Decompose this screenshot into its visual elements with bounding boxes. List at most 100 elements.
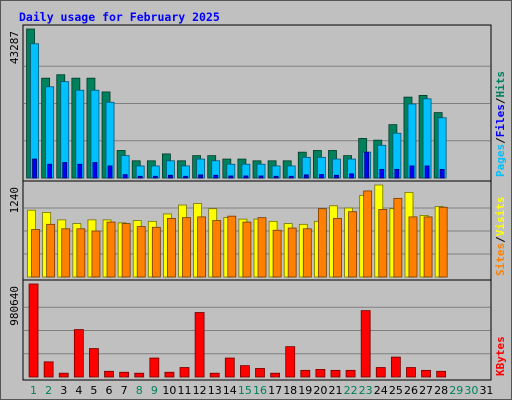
bar-sites-day-1 [31,229,40,278]
x-tick-label: 28 [434,384,448,397]
bar-pages-day-16 [258,175,264,179]
bar-pages-day-13 [213,174,219,179]
bar-kbytes-day-6 [104,370,114,378]
legend-entry: / [494,137,507,144]
bar-pages-day-6 [107,165,113,179]
bar-sites-day-10 [167,217,176,278]
bar-pages-day-1 [32,158,37,179]
x-tick-label: 2 [45,384,52,397]
bar-sites-day-23 [363,190,373,278]
legend-entry: Files [494,104,507,137]
bar-kbytes-day-22 [345,369,356,378]
x-tick-label: 6 [106,384,113,397]
bar-kbytes-day-13 [209,372,220,378]
bar-kbytes-day-10 [164,371,175,378]
x-tick-label: 15 [238,384,252,397]
bar-sites-day-19 [302,228,312,278]
x-tick-label: 12 [193,384,207,397]
bar-sites-day-16 [257,217,267,278]
legend-entry: Sites [494,243,507,276]
bar-kbytes-day-24 [375,367,386,378]
legend-entry: Hits [494,71,507,98]
y-max-label: 1240 [8,187,21,214]
bar-sites-day-5 [91,230,101,278]
bar-kbytes-day-19 [300,369,311,378]
x-tick-label: 24 [374,384,388,397]
legend-entry: / [494,236,507,243]
bar-sites-day-7 [121,223,131,278]
bar-sites-day-4 [76,228,86,278]
bar-kbytes-day-20 [315,369,326,378]
x-tick-label: 16 [253,384,267,397]
bar-files-day-28 [437,117,447,179]
bar-sites-day-17 [272,229,282,278]
bar-pages-day-17 [273,175,279,179]
bar-pages-day-11 [183,175,188,179]
x-tick-label: 18 [283,384,297,397]
panel-visits: 1240 Sites/Visits [8,180,507,281]
bar-pages-day-9 [152,175,158,179]
bar-pages-day-15 [243,175,249,179]
x-tick-label: 23 [359,384,373,397]
bar-sites-day-15 [242,221,252,278]
bar-pages-day-10 [168,174,173,179]
bar-sites-day-8 [136,226,146,278]
bar-kbytes-day-1 [28,283,39,378]
bar-sites-day-3 [61,228,71,278]
bar-pages-day-14 [228,175,234,179]
bar-kbytes-day-28 [436,370,447,378]
x-tick-label: 20 [313,384,327,397]
x-tick-label: 21 [328,384,342,397]
bar-kbytes-day-2 [43,361,54,378]
bar-sites-day-9 [151,226,161,278]
panel-kbytes: 980640 KBytes [8,279,507,381]
x-tick-label: 27 [419,384,433,397]
x-tick-label: 4 [75,384,82,397]
bar-pages-day-28 [439,168,445,179]
bar-sites-day-12 [197,216,207,278]
bar-kbytes-day-7 [119,371,130,378]
bar-sites-day-2 [46,223,56,278]
bar-pages-day-5 [92,162,98,179]
bar-sites-day-20 [317,208,327,278]
x-tick-label: 5 [90,384,97,397]
bar-sites-day-26 [408,216,418,278]
x-tick-label: 13 [208,384,222,397]
bar-sites-day-11 [182,217,191,278]
bar-sites-day-28 [438,206,448,278]
bar-pages-day-12 [198,174,204,179]
bar-kbytes-day-18 [285,346,296,378]
bar-pages-day-26 [409,165,415,179]
y-max-label: 43287 [8,31,21,64]
bar-pages-day-3 [62,162,68,179]
bar-sites-day-22 [348,211,357,278]
x-tick-label: 1 [30,384,37,397]
x-tick-label: 17 [268,384,282,397]
bar-kbytes-day-26 [406,367,416,378]
x-tick-label: 10 [162,384,176,397]
bar-sites-day-24 [378,209,388,278]
bar-pages-day-24 [379,168,385,179]
bar-kbytes-day-14 [224,357,235,378]
bar-pages-day-21 [334,174,339,179]
x-axis-ticks: 1 2 3 4 5 6 7 8 9 10 11 12 13 14 15 16 17 18 19 20 21 22 23 24 2… [30,384,493,397]
x-tick-label: 31 [479,384,493,397]
bar-kbytes-day-16 [255,368,265,378]
bar-kbytes-day-4 [73,329,84,378]
bar-sites-day-18 [287,227,297,278]
bar-pages-day-22 [349,173,354,179]
bar-sites-day-21 [333,217,342,278]
bar-pages-day-20 [318,174,324,179]
legend-entry: / [494,97,507,104]
bar-pages-day-25 [394,168,400,179]
bar-kbytes-day-23 [360,310,371,378]
bar-kbytes-day-25 [390,356,401,378]
bar-kbytes-day-27 [421,369,431,378]
x-tick-label: 11 [178,384,192,397]
bar-files-day-1 [30,43,39,179]
bar-sites-day-27 [423,216,433,278]
x-tick-label: 19 [298,384,312,397]
x-tick-label: 26 [404,384,418,397]
